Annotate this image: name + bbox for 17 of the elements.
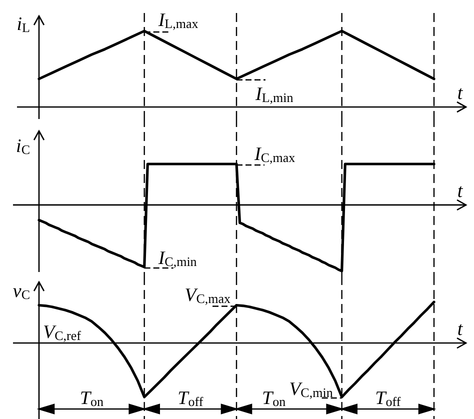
y-axis-title: i$_{C}$ xyxy=(16,136,30,157)
annotation: T$_{on}$ xyxy=(80,388,104,409)
x-axis-title: t xyxy=(457,180,464,202)
y-axis-title: v$_{C}$ xyxy=(12,281,30,302)
annotation: I$_{C,min}$ xyxy=(157,248,198,270)
annotation: T$_{off}$ xyxy=(178,388,204,409)
annotation: V$_{C,ref}$ xyxy=(43,322,82,344)
annotation: T$_{on}$ xyxy=(262,388,286,409)
x-axis-title: t xyxy=(457,83,464,104)
annotation: I$_{L,min}$ xyxy=(254,84,294,105)
y-axis-title: i$_{L}$ xyxy=(16,14,30,35)
annotation: I$_{C,max}$ xyxy=(254,144,296,165)
annotation: T$_{off}$ xyxy=(375,388,402,409)
annotation: V$_{C,min}$ xyxy=(289,379,334,400)
annotation: V$_{C,max}$ xyxy=(184,285,231,306)
annotation: I$_{L,max}$ xyxy=(157,10,199,31)
x-axis-title: t xyxy=(457,319,464,340)
